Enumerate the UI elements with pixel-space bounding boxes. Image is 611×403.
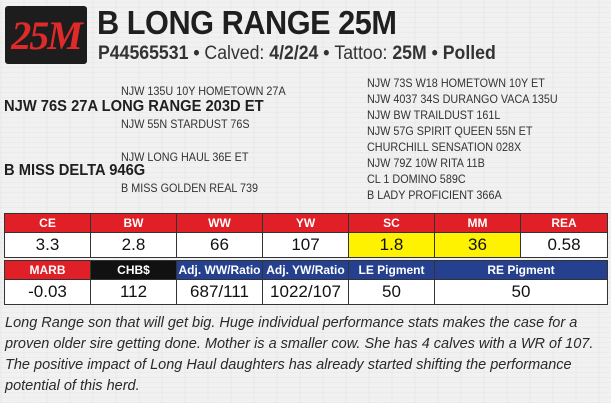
pedigree-right-3: NJW BW TRAILDUST 161L: [367, 108, 501, 122]
pedigree-right-7: CL 1 DOMINO 589C: [367, 172, 466, 186]
epd-value-mm: 36: [435, 232, 521, 257]
pedigree-right-8: B LADY PROFICIENT 366A: [367, 188, 502, 202]
epd-value-adj-ww-ratio: 687/111: [177, 279, 263, 304]
epd-value-re-pigment: 50: [435, 279, 607, 304]
epd-value-ce: 3.3: [5, 232, 91, 257]
animal-info-line: P44565531 • Calved: 4/2/24 • Tattoo: 25M…: [98, 43, 496, 65]
pedigree-dam-dam: B MISS GOLDEN REAL 739: [121, 181, 259, 195]
calved-date: 4/2/24: [269, 43, 319, 64]
separator: •: [323, 43, 330, 64]
pedigree-right-4: NJW 57G SPIRIT QUEEN 55N ET: [367, 124, 533, 138]
lot-number: 25M: [11, 12, 83, 58]
separator: •: [193, 43, 200, 64]
epd-header-marb: MARB: [5, 261, 91, 279]
tattoo-label: Tattoo:: [334, 43, 388, 64]
pedigree-right-6: NJW 79Z 10W RITA 11B: [367, 156, 485, 170]
epd-value-le-pigment: 50: [349, 279, 435, 304]
epd-table-2: MARB CHB$ Adj. WW/Ratio Adj. YW/Ratio LE…: [4, 260, 608, 305]
pedigree-right-1: NJW 73S W18 HOMETOWN 10Y ET: [367, 76, 545, 90]
pedigree-dam-sire: NJW LONG HAUL 36E ET: [121, 150, 249, 164]
separator: •: [431, 43, 438, 64]
epd-value-rea: 0.58: [521, 232, 607, 257]
epd-header-yw: YW: [263, 214, 349, 232]
epd-header-rea: REA: [521, 214, 607, 232]
lot-description: Long Range son that will get big. Huge i…: [5, 315, 594, 394]
epd-value-yw: 107: [263, 232, 349, 257]
pedigree-right-2: NJW 4037 34S DURANGO VACA 135U: [367, 92, 558, 106]
pedigree-dam: B MISS DELTA 946G: [4, 162, 146, 179]
animal-name: B LONG RANGE 25M: [97, 4, 397, 41]
epd-header-le-pigment: LE Pigment: [349, 261, 435, 279]
epd-header-chb: CHB$: [91, 261, 177, 279]
epd-header-ce: CE: [5, 214, 91, 232]
epd-header-adj-yw-ratio: Adj. YW/Ratio: [263, 261, 349, 279]
epd-header-bw: BW: [91, 214, 177, 232]
epd-value-adj-yw-ratio: 1022/107: [263, 279, 349, 304]
epd-header-ww: WW: [177, 214, 263, 232]
registration-number: P44565531: [98, 43, 189, 64]
calved-label: Calved:: [204, 43, 265, 64]
epd-value-chb: 112: [91, 279, 177, 304]
pedigree-sire-dam: NJW 55N STARDUST 76S: [121, 117, 250, 131]
tattoo-value: 25M: [392, 43, 427, 64]
epd-header-mm: MM: [435, 214, 521, 232]
epd-value-sc: 1.8: [349, 232, 435, 257]
pedigree-sire-sire: NJW 135U 10Y HOMETOWN 27A: [121, 84, 286, 98]
epd-header-sc: SC: [349, 214, 435, 232]
epd-value-bw: 2.8: [91, 232, 177, 257]
polled-status: Polled: [442, 43, 496, 64]
pedigree-sire: NJW 76S 27A LONG RANGE 203D ET: [4, 98, 264, 115]
epd-table-1: CE BW WW YW SC MM REA 3.3 2.8 66 107 1.8…: [4, 213, 608, 258]
epd-value-ww: 66: [177, 232, 263, 257]
epd-header-re-pigment: RE Pigment: [435, 261, 607, 279]
lot-number-badge: 25M: [5, 6, 87, 64]
epd-header-adj-ww-ratio: Adj. WW/Ratio: [177, 261, 263, 279]
pedigree-right-5: CHURCHILL SENSATION 028X: [367, 140, 522, 154]
epd-value-marb: -0.03: [5, 279, 91, 304]
